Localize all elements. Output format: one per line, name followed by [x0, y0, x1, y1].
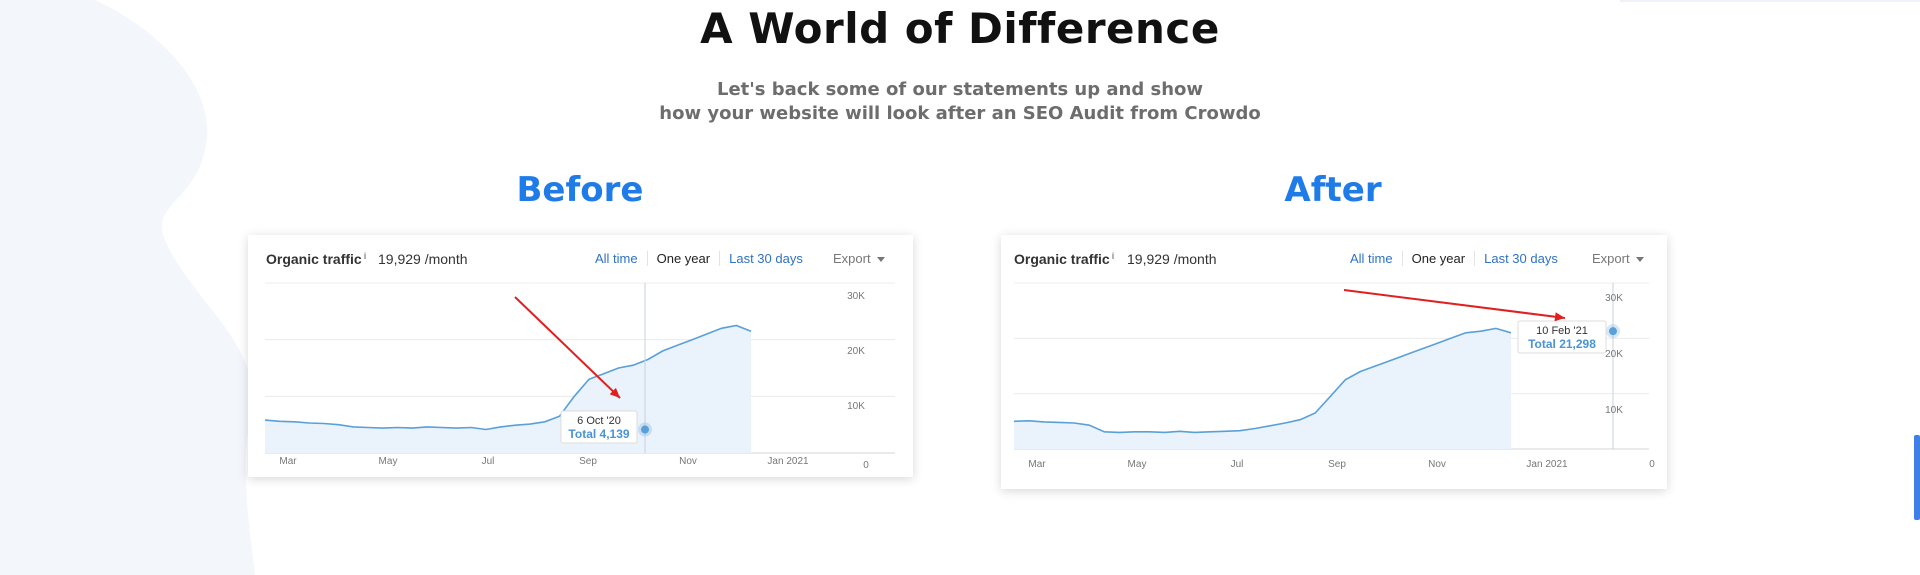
- highlight-point: [1609, 327, 1617, 336]
- tooltip-date: 6 Oct '20: [577, 415, 621, 427]
- metric-value: 19,929 /month: [1127, 251, 1217, 267]
- tooltip-total: Total 21,298: [1528, 337, 1596, 351]
- x-tick-label: Jul: [1231, 459, 1244, 470]
- tooltip-box: [1517, 320, 1607, 354]
- tooltip-total: Total 4,139: [568, 427, 629, 441]
- y-tick-label: 10K: [1605, 405, 1623, 416]
- subtitle-line-2: how your website will look after an SEO …: [659, 103, 1261, 124]
- metric-value: 19,929 /month: [378, 251, 468, 267]
- y-tick-label: 30K: [1605, 293, 1623, 304]
- before-heading: Before: [516, 170, 644, 210]
- range-tabs: All time One year Last 30 days: [1341, 251, 1567, 266]
- before-traffic-card: Organic traffic i 19,929 /month All time O…: [248, 235, 913, 477]
- chevron-down-icon: [1635, 257, 1644, 263]
- card-header: Organic traffic i 19,929 /month All time O…: [248, 235, 913, 275]
- tab-one-year[interactable]: One year: [646, 251, 719, 266]
- x-tick-label: Mar: [1028, 459, 1046, 470]
- x-tick-label: Jan 2021: [1526, 459, 1568, 470]
- series-area: [1014, 328, 1511, 449]
- annotation-arrow: [514, 296, 621, 399]
- series-line: [264, 324, 752, 431]
- x-tick-label: Jan 2021: [767, 456, 809, 467]
- export-button[interactable]: Export: [833, 251, 885, 266]
- x-tick-label: Nov: [1428, 459, 1446, 470]
- subtitle-line-1: Let's back some of our statements up and…: [716, 79, 1204, 100]
- card-header: Organic traffic i 19,929 /month All time O…: [1001, 235, 1667, 275]
- export-button[interactable]: Export: [1592, 251, 1644, 266]
- annotation-arrowhead: [609, 387, 620, 398]
- x-tick-label: Jul: [482, 456, 495, 467]
- x-tick-label: May: [379, 456, 398, 467]
- info-icon[interactable]: i: [1111, 251, 1115, 261]
- annotation-arrowhead: [1554, 312, 1565, 322]
- tooltip-date: 10 Feb '21: [1536, 325, 1588, 337]
- x-tick-label: Nov: [679, 456, 697, 467]
- y-tick-label: 10K: [847, 401, 865, 412]
- tab-all-time[interactable]: All time: [1350, 251, 1393, 266]
- metric-label: Organic traffic i: [1014, 251, 1115, 267]
- page-subtitle: Let's back some of our statements up and…: [0, 78, 1920, 126]
- highlight-point: [641, 425, 649, 434]
- tooltip-box: [560, 410, 638, 444]
- x-tick-label: Sep: [579, 456, 597, 467]
- y-tick-label: 20K: [1605, 349, 1623, 360]
- y-tick-label: 30K: [847, 291, 865, 302]
- page-title: A World of Difference: [700, 4, 1220, 53]
- top-divider: [1620, 0, 1920, 2]
- chevron-down-icon: [876, 257, 885, 263]
- annotation-arrow: [1343, 289, 1566, 319]
- x-tick-label: May: [1128, 459, 1147, 470]
- tab-last-30-days[interactable]: Last 30 days: [719, 251, 812, 266]
- x-tick-label: Mar: [279, 456, 297, 467]
- background-blob: [0, 0, 255, 575]
- metric-label: Organic traffic i: [266, 251, 367, 267]
- info-icon[interactable]: i: [363, 251, 367, 261]
- range-tabs: All time One year Last 30 days: [586, 251, 812, 266]
- x-tick-label: Sep: [1328, 459, 1346, 470]
- tab-last-30-days[interactable]: Last 30 days: [1474, 251, 1567, 266]
- after-traffic-card: Organic traffic i 19,929 /month All time O…: [1001, 235, 1667, 489]
- y-tick-label: 20K: [847, 346, 865, 357]
- y-tick-label: 0: [863, 460, 869, 471]
- series-line: [1013, 327, 1512, 434]
- after-heading: After: [1284, 170, 1382, 210]
- tab-one-year[interactable]: One year: [1401, 251, 1474, 266]
- scrollbar-thumb[interactable]: [1914, 435, 1920, 520]
- x-tick-label: 0: [1649, 459, 1655, 470]
- tab-all-time[interactable]: All time: [595, 251, 638, 266]
